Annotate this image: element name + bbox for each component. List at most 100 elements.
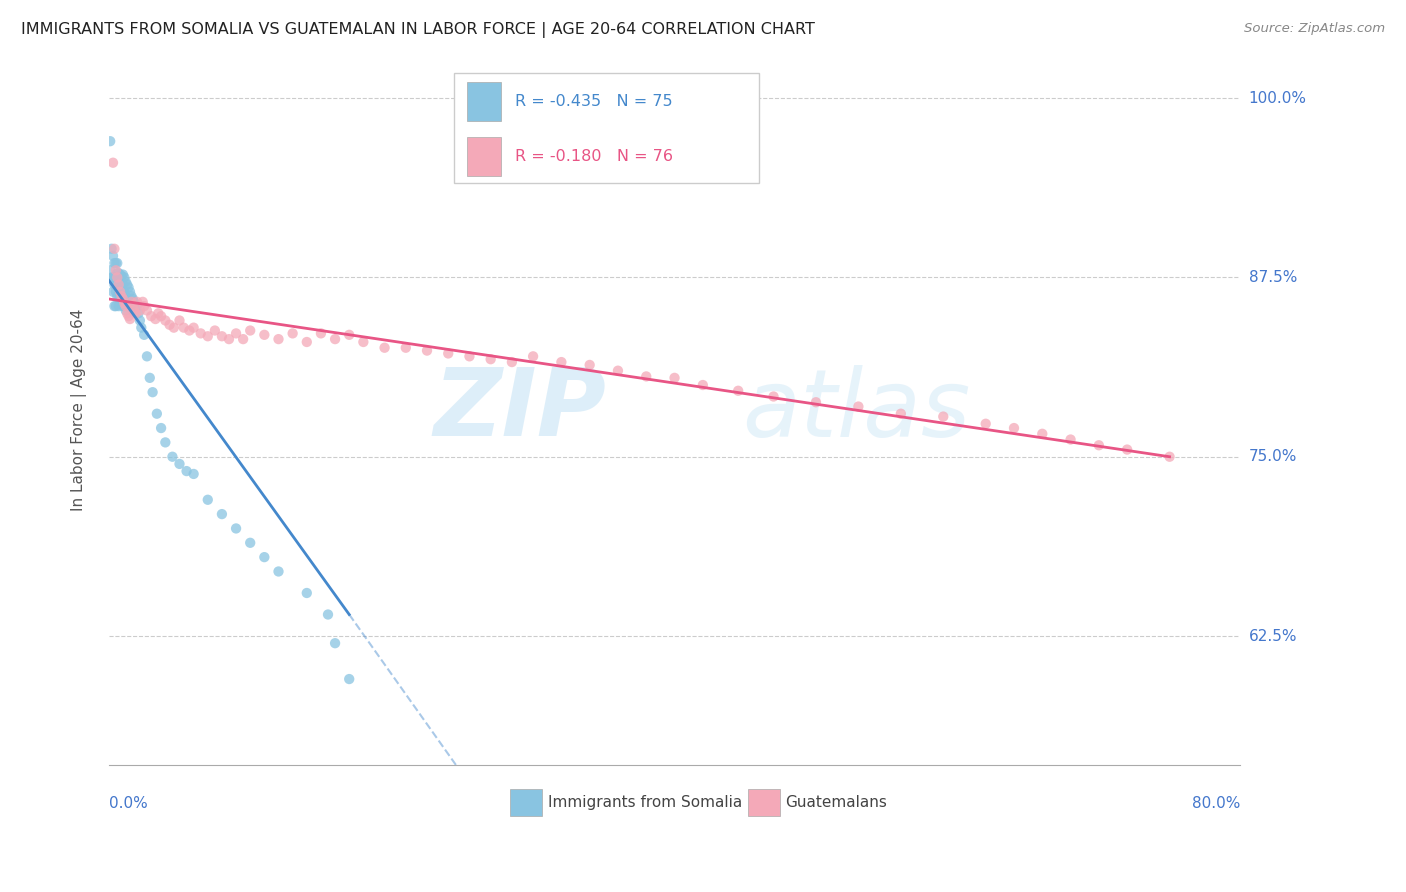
Point <box>107 289 129 303</box>
Point <box>232 332 254 346</box>
Point <box>125 294 148 309</box>
Point <box>309 326 332 341</box>
Point <box>267 565 290 579</box>
Point <box>211 507 233 521</box>
Point <box>121 298 143 312</box>
Text: R = -0.180   N = 76: R = -0.180 N = 76 <box>515 149 673 164</box>
Point <box>105 256 128 270</box>
Point <box>104 285 127 299</box>
Point <box>103 242 125 256</box>
Point <box>437 346 460 360</box>
Point <box>108 279 131 293</box>
Point <box>253 327 276 342</box>
Point <box>932 409 955 424</box>
Point <box>122 303 145 318</box>
Point <box>1159 450 1181 464</box>
Point <box>108 285 131 299</box>
Point <box>136 349 159 363</box>
Point <box>117 309 139 323</box>
Point <box>107 277 129 292</box>
Point <box>239 536 262 550</box>
Point <box>323 636 346 650</box>
Point <box>98 263 121 277</box>
Point <box>395 341 418 355</box>
Point <box>155 435 177 450</box>
Point <box>183 320 205 334</box>
Point <box>727 384 749 398</box>
Text: Guatemalans: Guatemalans <box>786 796 887 810</box>
Point <box>100 242 122 256</box>
Point <box>169 457 191 471</box>
Point <box>550 355 572 369</box>
Point <box>148 306 170 320</box>
Point <box>179 324 201 338</box>
Point <box>98 134 121 148</box>
Point <box>1116 442 1139 457</box>
Text: R = -0.435   N = 75: R = -0.435 N = 75 <box>515 95 672 109</box>
Point <box>127 306 149 320</box>
Point <box>374 341 396 355</box>
Point <box>105 289 128 303</box>
Point <box>162 450 184 464</box>
Point <box>337 672 360 686</box>
Text: ZIP: ZIP <box>434 364 606 456</box>
Point <box>352 334 374 349</box>
Point <box>295 334 318 349</box>
Text: IMMIGRANTS FROM SOMALIA VS GUATEMALAN IN LABOR FORCE | AGE 20-64 CORRELATION CHA: IMMIGRANTS FROM SOMALIA VS GUATEMALAN IN… <box>21 22 815 38</box>
Point <box>1059 433 1081 447</box>
Point <box>204 324 226 338</box>
Text: 80.0%: 80.0% <box>1192 796 1240 811</box>
Point <box>120 289 142 303</box>
Point <box>142 385 165 400</box>
Point <box>115 292 138 306</box>
Point <box>169 313 191 327</box>
Point <box>134 299 156 313</box>
Point <box>103 270 125 285</box>
Point <box>636 369 658 384</box>
FancyBboxPatch shape <box>510 789 543 816</box>
Point <box>110 280 132 294</box>
Point <box>267 332 290 346</box>
Point <box>111 299 134 313</box>
Point <box>136 303 159 318</box>
Point <box>664 371 686 385</box>
Point <box>150 421 173 435</box>
Point <box>295 586 318 600</box>
Point <box>155 313 177 327</box>
Point <box>101 285 124 299</box>
FancyBboxPatch shape <box>454 73 759 183</box>
Text: atlas: atlas <box>742 365 970 456</box>
Point <box>337 327 360 342</box>
Point <box>112 299 135 313</box>
Point <box>501 355 523 369</box>
Point <box>522 349 544 363</box>
Point <box>848 400 870 414</box>
Text: 100.0%: 100.0% <box>1249 91 1306 105</box>
Text: Source: ZipAtlas.com: Source: ZipAtlas.com <box>1244 22 1385 36</box>
Point <box>118 312 141 326</box>
Y-axis label: In Labor Force | Age 20-64: In Labor Force | Age 20-64 <box>72 309 87 511</box>
Point <box>218 332 240 346</box>
Point <box>110 268 132 283</box>
Point <box>173 320 195 334</box>
Point <box>107 266 129 280</box>
Point <box>101 270 124 285</box>
Point <box>132 294 155 309</box>
Point <box>974 417 997 431</box>
Point <box>101 155 124 169</box>
Point <box>111 277 134 292</box>
Point <box>125 299 148 313</box>
Point <box>104 263 127 277</box>
Point <box>105 270 128 285</box>
Point <box>110 292 132 306</box>
Point <box>458 349 481 363</box>
Point <box>159 318 181 332</box>
Text: 75.0%: 75.0% <box>1249 450 1296 464</box>
Point <box>104 270 127 285</box>
Point <box>105 277 128 292</box>
Point <box>112 285 135 299</box>
Point <box>124 306 146 320</box>
Point <box>115 277 138 292</box>
Point <box>253 550 276 565</box>
Point <box>115 306 138 320</box>
